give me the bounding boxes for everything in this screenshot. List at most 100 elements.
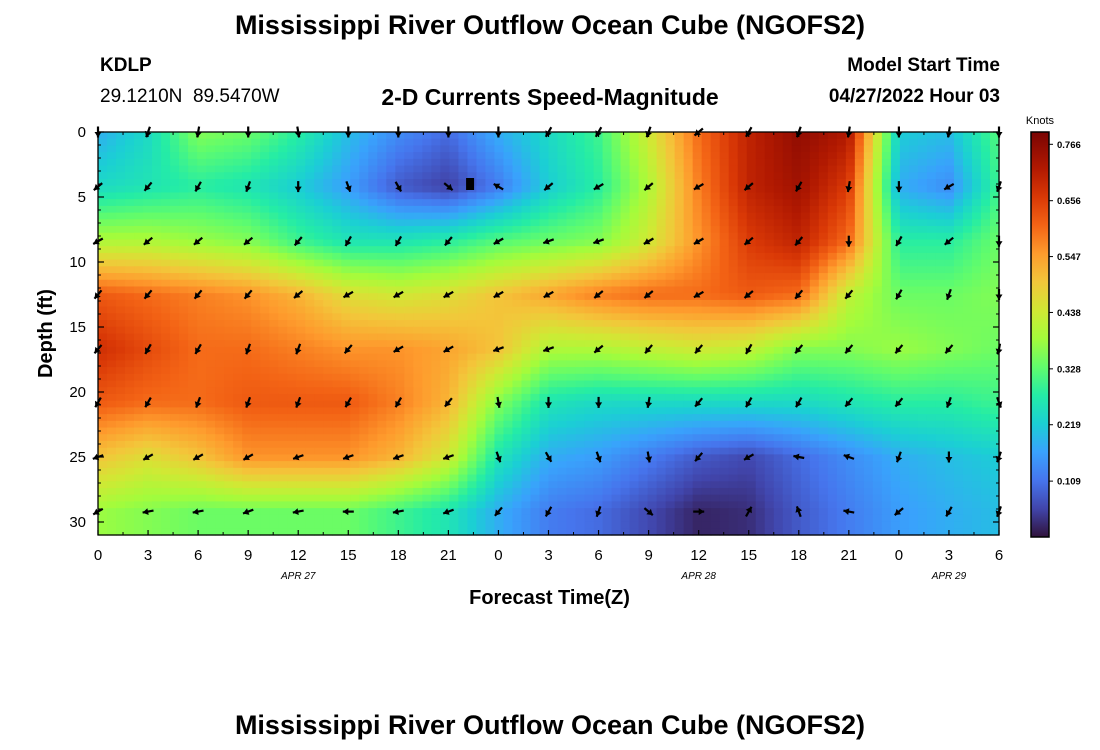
heatmap-cell: [692, 199, 703, 207]
heatmap-cell: [404, 306, 414, 314]
heatmap-cell: [359, 320, 369, 328]
heatmap-cell: [611, 420, 622, 429]
heatmap-cell: [872, 158, 883, 167]
heatmap-cell: [611, 266, 622, 274]
heatmap-cell: [746, 333, 757, 341]
heatmap-cell: [872, 279, 883, 288]
heatmap-cell: [656, 185, 667, 194]
heatmap-cell: [323, 205, 333, 214]
heatmap-cell: [359, 259, 369, 267]
heatmap-cell: [737, 293, 748, 301]
heatmap-cell: [935, 400, 946, 408]
heatmap-cell: [413, 246, 423, 254]
heatmap-cell: [683, 380, 694, 388]
heatmap-cell: [647, 360, 658, 368]
heatmap-cell: [386, 239, 396, 247]
heatmap-cell: [890, 199, 901, 207]
heatmap-cell: [926, 286, 937, 294]
heatmap-cell: [278, 380, 288, 388]
heatmap-cell: [341, 232, 351, 241]
heatmap-cell: [773, 393, 784, 402]
heatmap-cell: [521, 152, 532, 160]
heatmap-cell: [863, 360, 874, 368]
heatmap-cell: [503, 400, 514, 408]
heatmap-cell: [161, 320, 171, 328]
heatmap-cell: [224, 360, 234, 368]
heatmap-cell: [323, 461, 333, 469]
heatmap-cell: [449, 320, 459, 328]
heatmap-cell: [638, 407, 649, 415]
heatmap-cell: [278, 192, 288, 200]
heatmap-cell: [917, 333, 928, 341]
heatmap-cell: [125, 320, 135, 328]
heatmap-cell: [188, 259, 198, 267]
heatmap-cell: [818, 454, 829, 462]
heatmap-cell: [746, 454, 757, 462]
heatmap-cell: [890, 326, 901, 335]
heatmap-cell: [548, 239, 559, 247]
heatmap-cell: [386, 266, 396, 274]
heatmap-cell: [629, 313, 640, 321]
heatmap-cell: [719, 306, 730, 314]
heatmap-cell: [638, 313, 649, 321]
heatmap-cell: [683, 273, 694, 281]
heatmap-cell: [449, 447, 459, 455]
heatmap-cell: [278, 447, 288, 455]
heatmap-cell: [332, 373, 342, 382]
heatmap-cell: [701, 447, 712, 455]
heatmap-cell: [620, 232, 631, 241]
heatmap-cell: [620, 393, 631, 402]
heatmap-cell: [674, 387, 685, 395]
heatmap-cell: [728, 279, 739, 288]
heatmap-cell: [593, 387, 604, 395]
heatmap-cell: [872, 346, 883, 355]
heatmap-cell: [728, 346, 739, 355]
heatmap-cell: [134, 219, 144, 227]
heatmap-cell: [413, 461, 423, 469]
heatmap-cell: [125, 138, 135, 147]
heatmap-cell: [899, 152, 910, 160]
heatmap-cell: [224, 273, 234, 281]
heatmap-cell: [602, 373, 613, 382]
heatmap-cell: [476, 353, 487, 361]
heatmap-cell: [728, 333, 739, 341]
heatmap-cell: [710, 373, 721, 382]
heatmap-cell: [836, 414, 847, 422]
heatmap-cell: [656, 259, 667, 267]
heatmap-cell: [674, 320, 685, 328]
heatmap-cell: [386, 165, 396, 173]
heatmap-cell: [305, 461, 315, 469]
heatmap-cell: [539, 132, 550, 140]
heatmap-cell: [683, 346, 694, 355]
heatmap-cell: [395, 145, 405, 153]
heatmap-cell: [467, 380, 478, 388]
heatmap-cell: [197, 199, 207, 207]
heatmap-cell: [935, 380, 946, 388]
heatmap-cell: [944, 165, 955, 173]
heatmap-cell: [494, 279, 505, 288]
heatmap-cell: [377, 393, 387, 402]
heatmap-cell: [134, 259, 144, 267]
heatmap-cell: [710, 152, 721, 160]
heatmap-cell: [935, 306, 946, 314]
heatmap-cell: [116, 440, 126, 449]
heatmap-cell: [674, 179, 685, 187]
heatmap-cell: [737, 346, 748, 355]
heatmap-cell: [791, 145, 802, 153]
heatmap-cell: [737, 313, 748, 321]
heatmap-cell: [890, 266, 901, 274]
heatmap-cell: [152, 326, 162, 335]
heatmap-cell: [242, 199, 252, 207]
heatmap-cell: [935, 299, 946, 308]
heatmap-cell: [773, 252, 784, 261]
heatmap-cell: [539, 172, 550, 180]
heatmap-cell: [638, 273, 649, 281]
heatmap-cell: [917, 266, 928, 274]
heatmap-cell: [611, 293, 622, 301]
heatmap-cell: [557, 279, 568, 288]
heatmap-cell: [962, 373, 973, 382]
heatmap-cell: [377, 205, 387, 214]
heatmap-cell: [188, 246, 198, 254]
heatmap-cell: [692, 414, 703, 422]
heatmap-cell: [908, 158, 919, 167]
